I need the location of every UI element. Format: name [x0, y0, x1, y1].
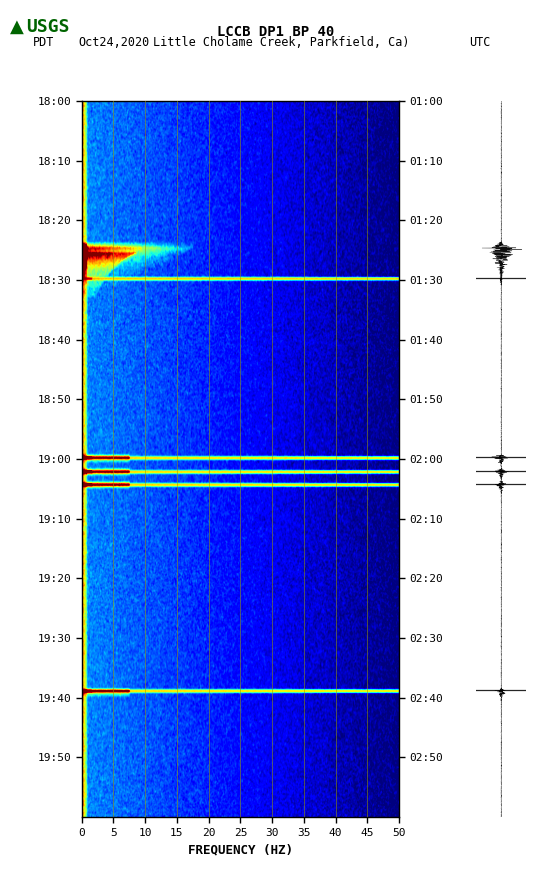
Text: LCCB DP1 BP 40: LCCB DP1 BP 40: [217, 25, 335, 39]
Text: Little Cholame Creek, Parkfield, Ca): Little Cholame Creek, Parkfield, Ca): [153, 36, 410, 49]
Text: UTC: UTC: [469, 36, 491, 49]
Text: ▲: ▲: [10, 18, 24, 36]
Text: USGS: USGS: [26, 18, 70, 36]
Text: PDT: PDT: [33, 36, 55, 49]
X-axis label: FREQUENCY (HZ): FREQUENCY (HZ): [188, 843, 293, 856]
Text: Oct24,2020: Oct24,2020: [78, 36, 150, 49]
